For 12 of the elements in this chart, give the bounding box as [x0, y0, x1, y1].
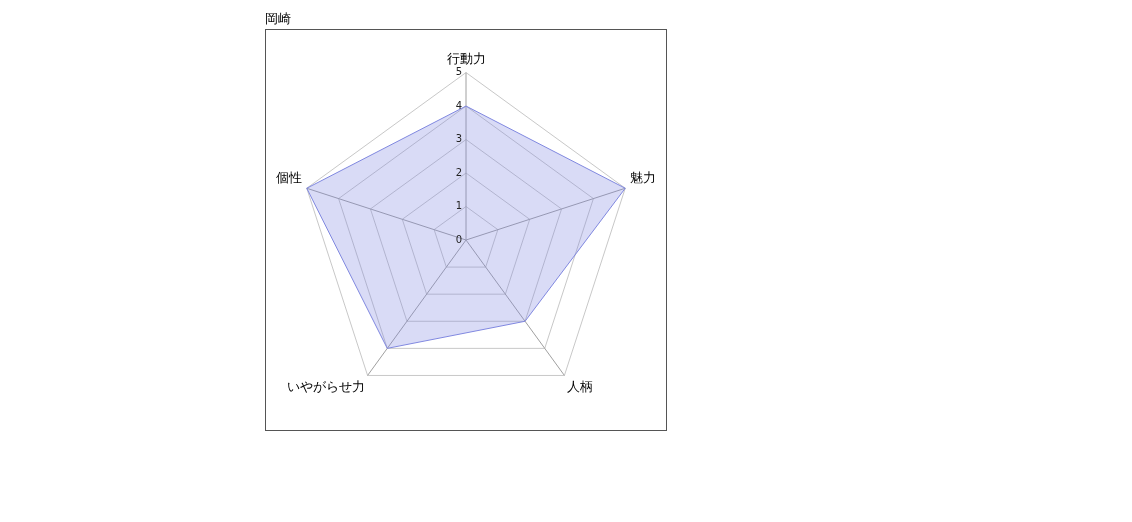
spoke-label: 個性	[276, 170, 302, 186]
spoke-label: 魅力	[630, 170, 656, 186]
y-tick-label: 3	[455, 133, 462, 145]
y-tick-label: 0	[455, 233, 462, 245]
spoke-label: いやがらせ力	[286, 378, 365, 394]
spoke-label: 人柄	[567, 378, 594, 394]
y-tick-label: 2	[455, 166, 462, 178]
y-tick-label: 1	[455, 200, 462, 212]
y-tick-label: 4	[455, 99, 462, 111]
spoke-label: 行動力	[446, 51, 486, 67]
chart-title: 岡崎	[265, 10, 291, 28]
y-tick-label: 5	[455, 66, 462, 78]
